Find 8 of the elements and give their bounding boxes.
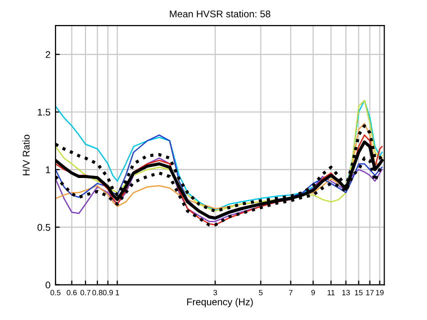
x-axis-title: Frequency (Hz) <box>187 298 253 308</box>
y-tick-label: 2 <box>46 51 50 58</box>
y-axis-title: H/V Ratio <box>22 134 30 176</box>
y-tick-label: 1 <box>46 166 50 174</box>
y-tick-label: 0 <box>46 282 50 288</box>
chart-title: Mean HVSR station: 58 <box>170 10 270 18</box>
y-tick-label: 1.5 <box>38 108 50 116</box>
y-tick-label: 0.5 <box>38 224 50 231</box>
